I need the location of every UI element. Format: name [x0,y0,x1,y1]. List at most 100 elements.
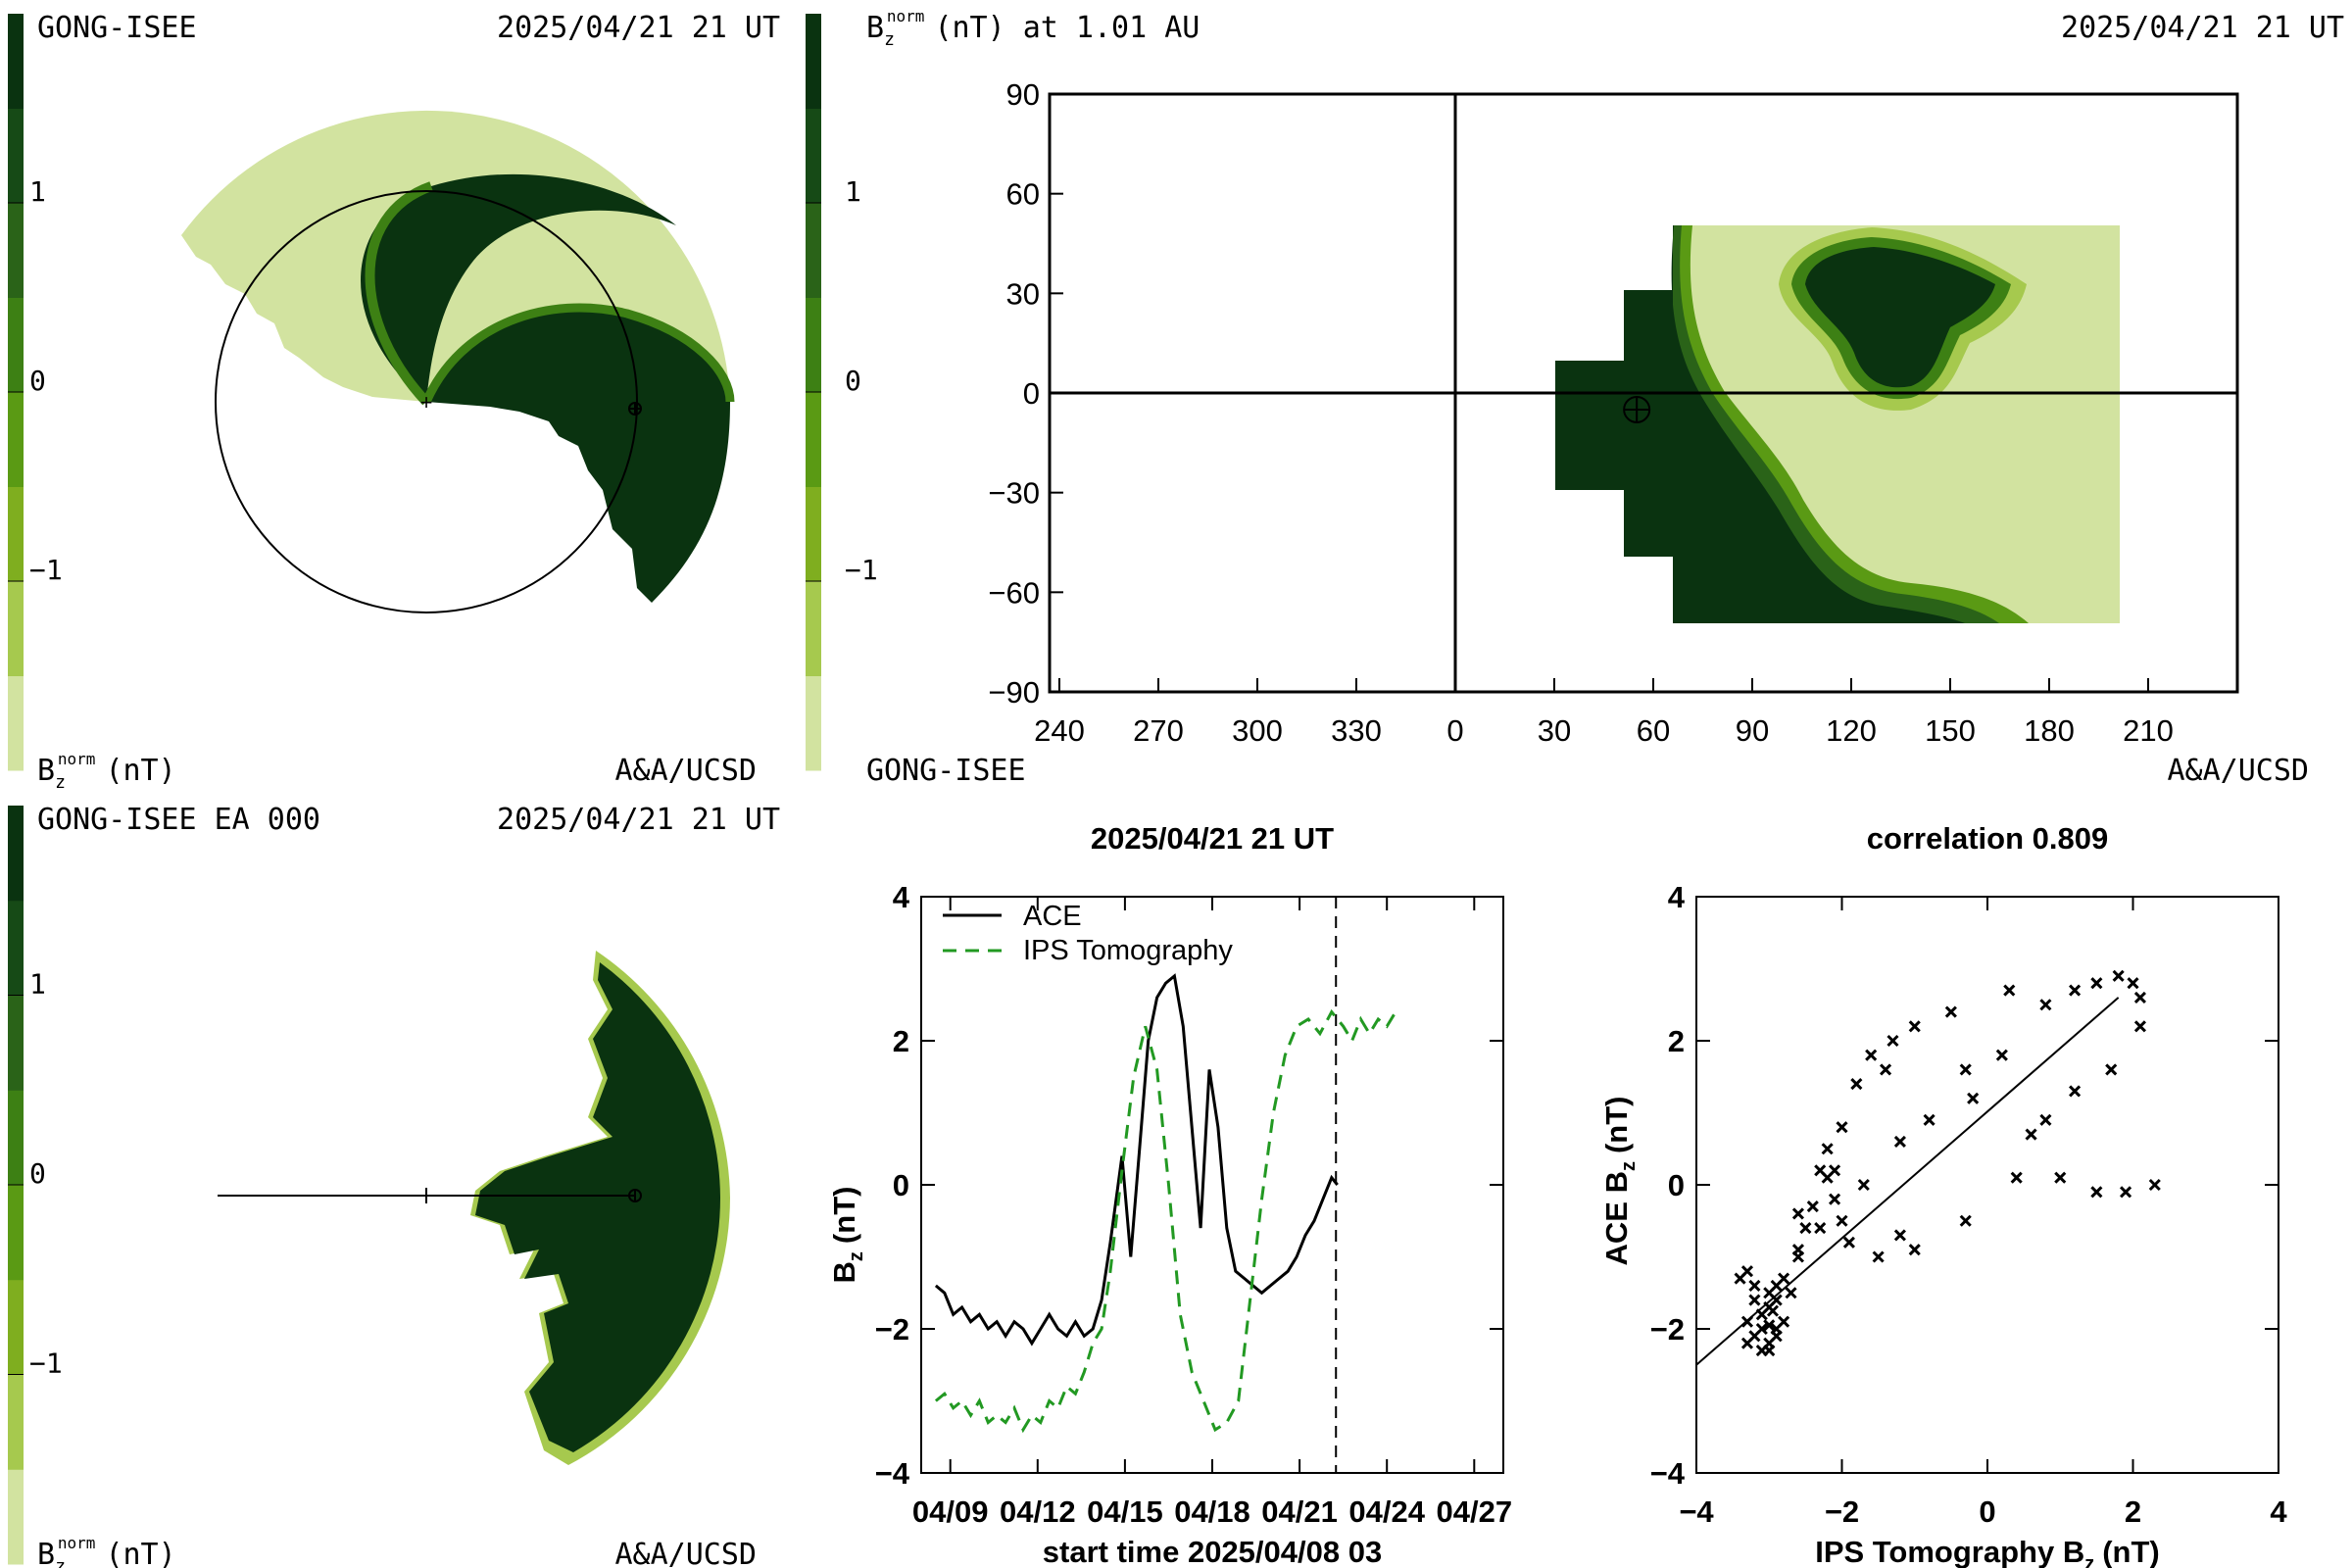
sc-point [2120,1186,2132,1199]
sc-point [1791,1207,1805,1220]
top-right-panel: 1 0 −1 Bznorm (nT) at 1.01 AU 2025/04/21 21… [806,7,2344,788]
sc-axis-ticks: −4 −2 0 2 4 4 2 0 −2 −4 [1650,880,2288,1529]
colorbar-swatch [806,297,821,393]
sc-point-stroke-b [2069,984,2082,997]
sc-point [1923,1113,1936,1126]
bl-foot-right: A&A/UCSD [615,1538,758,1568]
sc-point-stroke-b [1814,1164,1827,1177]
sc-point [1872,1250,1885,1263]
colorbar-swatch [8,1469,24,1565]
sc-point-stroke-b [1872,1250,1885,1263]
sc-point-stroke-b [1748,1279,1761,1292]
colorbar-swatch [806,14,821,109]
sc-y-tick-label: 0 [1668,1168,1685,1202]
colorbar-swatch [806,486,821,582]
sc-point-stroke-b [1829,1193,1841,1205]
scatter-panel: correlation 0.809 −4 −2 0 2 4 4 2 0 −2 −4 IPS Tom… [1599,821,2287,1568]
ts-y-tick-label: 4 [893,880,910,914]
ts-xlabel: start time 2025/04/08 03 [1043,1535,1382,1568]
map-x-tick-label: 30 [1538,713,1571,748]
sc-point-stroke-b [2039,999,2052,1011]
tl-polar-map: + [181,110,735,613]
sc-point-stroke-b [1763,1319,1776,1332]
colorbar-swatch [8,675,24,771]
legend-ips-label: IPS Tomography [1023,935,1233,966]
map-x-tick-label: 150 [1925,713,1976,748]
tl-orbit-circle [215,190,638,613]
top-left-panel: 1 0 −1 GONG-ISEE 2025/04/21 21 UT + Bznorm… [8,11,780,793]
ts-series-group [934,897,1397,1473]
sc-point-stroke-b [2120,1186,2132,1199]
colorbar-tick-label: 0 [29,1157,46,1190]
map-y-tick-label: 90 [1006,77,1040,112]
ts-series-ace [934,973,1339,1347]
sc-point [2069,984,2082,997]
sc-point [2127,977,2139,990]
map-axis-ticks: 240 270 300 330 0 30 60 90 120 150 180 2109060300−3… [988,77,2173,748]
ts-x-tick-label: 04/15 [1087,1494,1163,1529]
colorbar-tick-label: −1 [29,1348,63,1380]
ts-y-tick-label: 2 [893,1024,909,1058]
sc-point [1748,1294,1761,1306]
sc-point [2105,1063,2118,1076]
tl-foot-left: Bznorm (nT) [37,750,176,793]
ts-series-ips [934,1008,1397,1434]
sc-y-tick-label: 4 [1668,880,1686,914]
sc-point-stroke-b [1755,1344,1768,1357]
colorbar-swatch [8,486,24,582]
colorbar-top-left: 1 0 −1 [8,14,63,771]
sc-point [2090,977,2103,990]
sc-point [1799,1222,1812,1235]
sc-point [1908,1244,1921,1256]
sun-plus-icon: + [420,390,433,415]
sc-point-stroke-b [1799,1222,1812,1235]
sc-point [1791,1244,1805,1256]
colorbar-swatch [806,581,821,676]
tl-dark-arc-upper [361,173,676,402]
sc-point [1857,1178,1870,1192]
sc-point-stroke-b [2127,977,2139,990]
ts-axis-ticks: 04/09 04/12 04/15 04/18 04/21 04/24 04/27 4 2 0 −2… [875,880,1512,1529]
sc-point [2054,1171,2067,1184]
map-x-tick-label: 120 [1826,713,1877,748]
sc-point [1766,1304,1780,1317]
ts-x-tick-label: 04/24 [1348,1494,1425,1529]
ts-ylabel: Bz(nT) [827,1187,867,1284]
sc-point [1740,1315,1754,1328]
sc-point-stroke-b [1740,1265,1754,1278]
sc-point [1893,1135,1906,1148]
sc-point-stroke-b [1879,1063,1892,1076]
sc-y-tick-label: 2 [1668,1024,1685,1058]
colorbar-tick-label: −1 [845,554,878,586]
sc-point-stroke-b [1959,1214,1972,1227]
sc-point [1748,1279,1761,1292]
sc-x-tick-label: −2 [1825,1494,1859,1529]
sc-point-stroke-b [1740,1337,1754,1349]
bl-dark-region [475,962,721,1452]
sc-point [1959,1214,1972,1227]
map-dark-steps [1555,225,1695,623]
map-x-tick-label: 210 [2123,713,2174,748]
sc-point [1995,1049,2008,1061]
map-blob-core [1805,247,1995,388]
tl-dark-region-lower [426,308,730,603]
map-earth-icon [1623,395,1651,423]
sc-point-stroke-b [1857,1178,1870,1192]
ts-y-tick-label: −2 [875,1312,909,1347]
sc-point-stroke-b [1944,1005,1957,1018]
sc-point-stroke-b [1836,1121,1848,1134]
colorbar-swatch [806,675,821,771]
map-x-tick-label: 300 [1232,713,1283,748]
sc-point-stroke-b [1842,1236,1855,1249]
map-x-tick-label: 90 [1736,713,1769,748]
sc-point-stroke-b [1740,1315,1754,1328]
sc-point [1893,1229,1906,1242]
sc-point-stroke-b [1893,1135,1906,1148]
bl-label-right: 2025/04/21 21 UT [497,803,780,837]
colorbar-swatch [8,900,24,996]
sc-point-stroke-b [1766,1304,1780,1317]
sc-point [1755,1344,1768,1357]
sc-point-stroke-b [2010,1171,2023,1184]
sc-point-stroke-b [1778,1315,1790,1328]
sc-point [1763,1319,1776,1332]
